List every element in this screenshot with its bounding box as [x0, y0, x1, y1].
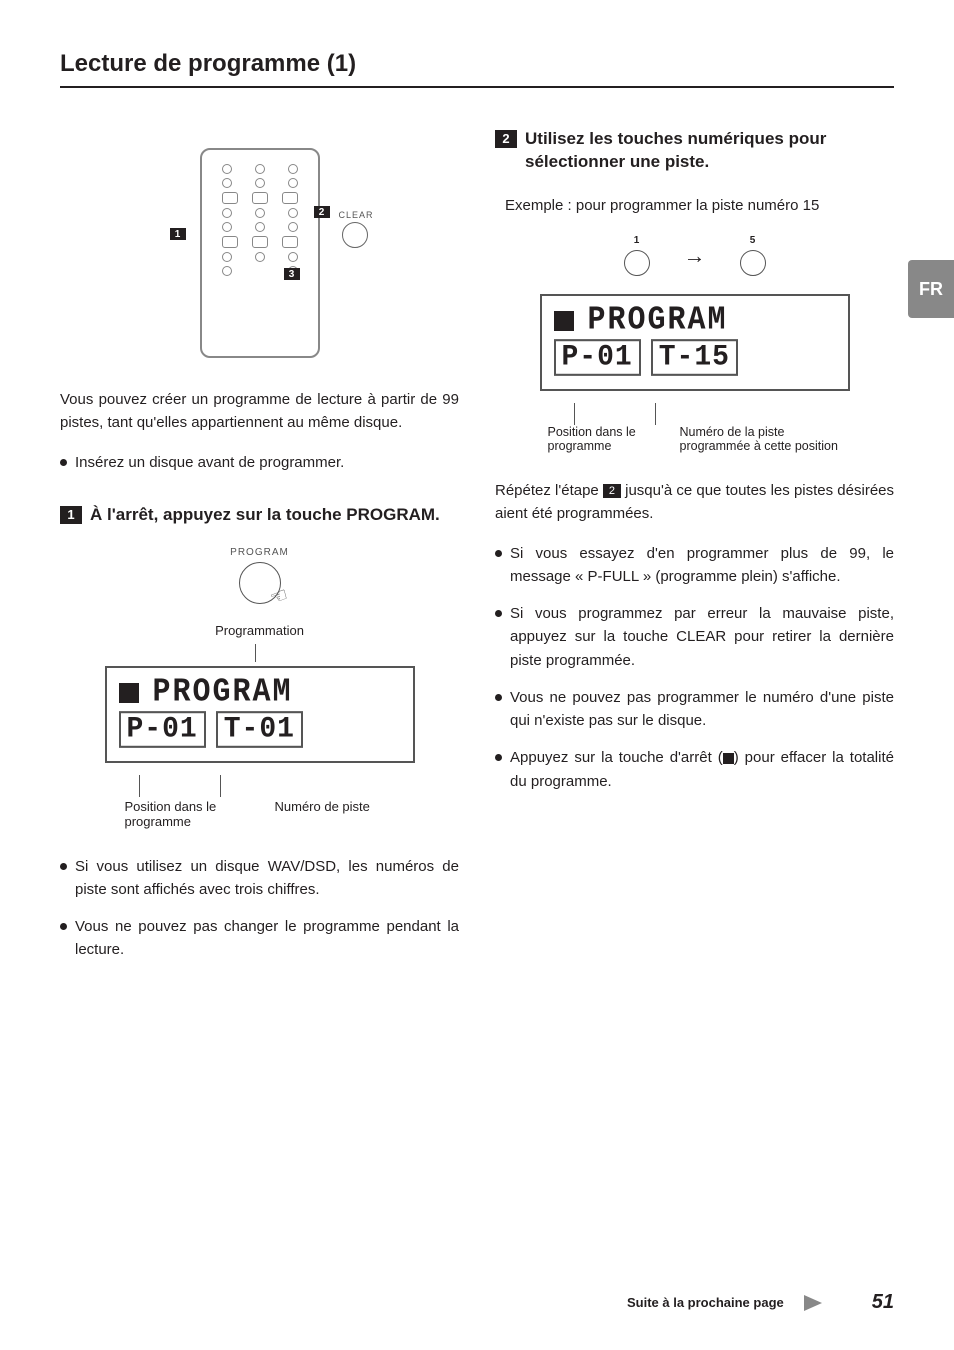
step-1-number: 1	[60, 506, 82, 524]
bullet-pfull: Si vous essayez d'en programmer plus de …	[495, 542, 894, 589]
bullet-insert-text: Insérez un disque avant de programmer.	[75, 451, 344, 474]
arrow-right-icon: →	[684, 243, 706, 269]
program-small-label: PROGRAM	[60, 547, 459, 558]
lcd1-legend-position: Position dans le programme	[125, 799, 245, 829]
step-2-text: Utilisez les touches numériques pour sél…	[525, 128, 894, 174]
lcd1-top-word: PROGRAM	[153, 674, 293, 711]
page-title: Lecture de programme (1)	[60, 50, 894, 88]
bullet-nochange: Vous ne pouvez pas changer le programme …	[60, 915, 459, 962]
lcd2-top-word: PROGRAM	[588, 302, 728, 339]
step-2-heading: 2 Utilisez les touches numériques pour s…	[495, 128, 894, 174]
stop-icon	[119, 683, 139, 703]
lcd2-p-box: P-01	[554, 339, 641, 376]
callout-2: 2	[314, 206, 330, 218]
bullet-notexist-text: Vous ne pouvez pas programmer le numéro …	[510, 686, 894, 733]
bullet-insert-disc: Insérez un disque avant de programmer.	[60, 451, 459, 474]
hand-icon: ☜	[266, 581, 291, 611]
footer-arrow-icon	[804, 1295, 822, 1311]
lcd2-t-box: T-15	[651, 339, 738, 376]
callout-3: 3	[284, 268, 300, 280]
footer: Suite à la prochaine page 51	[60, 1291, 894, 1314]
lcd-display-1: PROGRAM P-01 T-01	[105, 666, 415, 763]
callout-1: 1	[170, 228, 186, 240]
bullet-wav-text: Si vous utilisez un disque WAV/DSD, les …	[75, 855, 459, 902]
stop-square-icon	[723, 753, 734, 764]
bullet-notexist: Vous ne pouvez pas programmer le numéro …	[495, 686, 894, 733]
lcd1-legend-track: Numéro de piste	[275, 799, 370, 829]
bullet-pfull-text: Si vous essayez d'en programmer plus de …	[510, 542, 894, 589]
lcd2-legend-track: Numéro de la piste programmée à cette po…	[680, 425, 850, 453]
language-tab: FR	[908, 260, 954, 318]
bullet-stop: Appuyez sur la touche d'arrêt () pour ef…	[495, 746, 894, 793]
program-button-illustration: PROGRAM ☜	[60, 547, 459, 609]
remote-illustration: 1 2 3 CLEAR	[200, 148, 320, 358]
repeat-text: Répétez l'étape 2 jusqu'à ce que toutes …	[495, 479, 894, 526]
clear-button-icon	[342, 222, 368, 248]
bullet-stop-pre: Appuyez sur la touche d'arrêt (	[510, 749, 723, 766]
intro-text: Vous pouvez créer un programme de lectur…	[60, 388, 459, 435]
bullet-clear: Si vous programmez par erreur la mauvais…	[495, 602, 894, 672]
programming-caption: Programmation	[60, 623, 459, 638]
lcd1-p-box: P-01	[119, 711, 206, 748]
lcd-display-2: PROGRAM P-01 T-15	[540, 294, 850, 391]
right-column: 2 Utilisez les touches numériques pour s…	[495, 128, 894, 976]
bullet-wav: Si vous utilisez un disque WAV/DSD, les …	[60, 855, 459, 902]
repeat-pre: Répétez l'étape	[495, 482, 603, 499]
example-line: Exemple : pour programmer la piste numér…	[505, 194, 894, 217]
footer-continue-text: Suite à la prochaine page	[627, 1295, 784, 1310]
key-1-label: 1	[634, 235, 640, 246]
bullet-clear-text: Si vous programmez par erreur la mauvais…	[510, 602, 894, 672]
step-2-number: 2	[495, 130, 517, 148]
numeric-key-row: 1 → 5	[495, 235, 894, 276]
bullet-nochange-text: Vous ne pouvez pas changer le programme …	[75, 915, 459, 962]
bullet-stop-text: Appuyez sur la touche d'arrêt () pour ef…	[510, 746, 894, 793]
lcd1-t-box: T-01	[216, 711, 303, 748]
numeric-key-5: 5	[740, 235, 766, 276]
page-number: 51	[872, 1291, 894, 1314]
numeric-key-1: 1	[624, 235, 650, 276]
key-5-label: 5	[750, 235, 756, 246]
step-1-heading: 1 À l'arrêt, appuyez sur la touche PROGR…	[60, 504, 459, 527]
inline-step-2: 2	[603, 484, 621, 498]
clear-label: CLEAR	[338, 210, 373, 220]
lcd2-legend-position: Position dans le programme	[540, 425, 650, 453]
stop-icon	[554, 311, 574, 331]
step-1-text: À l'arrêt, appuyez sur la touche PROGRAM…	[90, 504, 440, 527]
left-column: 1 2 3 CLEAR Vous pouvez créer un program…	[60, 128, 459, 976]
